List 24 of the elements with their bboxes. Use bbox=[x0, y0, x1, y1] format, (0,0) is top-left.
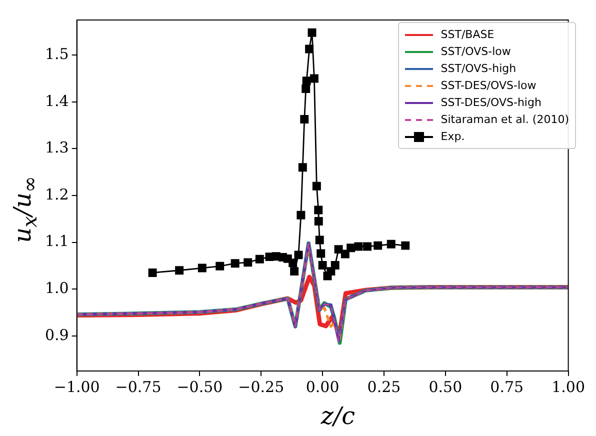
x-tick-label: 0.75 bbox=[490, 378, 524, 396]
x-tick-label: 1.00 bbox=[552, 378, 586, 396]
x-axis-title: z/c bbox=[320, 402, 356, 430]
x-tick-label: −0.75 bbox=[115, 378, 162, 396]
y-tick-label: 1.3 bbox=[44, 138, 69, 157]
x-tick-label: −1.00 bbox=[54, 378, 100, 396]
legend-label: SST-DES/OVS-low bbox=[440, 79, 536, 92]
y-tick-label: 1.4 bbox=[44, 92, 69, 110]
legend-label: Exp. bbox=[440, 130, 465, 143]
legend-label: SST-DES/OVS-high bbox=[440, 96, 542, 109]
y-tick-label: 0.9 bbox=[44, 326, 69, 344]
y-tick-label: 1.2 bbox=[44, 185, 69, 204]
y-tick-label: 1.5 bbox=[44, 44, 69, 63]
legend-label: Sitaraman et al. (2010) bbox=[440, 113, 569, 126]
x-tick-label: 0.00 bbox=[306, 378, 340, 396]
legend-label: SST/OVS-low bbox=[440, 45, 511, 58]
y-tick-label: 1.1 bbox=[44, 232, 69, 250]
legend-label: SST/BASE bbox=[440, 28, 494, 41]
x-tick-label: −0.50 bbox=[176, 378, 223, 396]
x-tick-label: −0.25 bbox=[238, 378, 284, 396]
x-tick-label: 0.50 bbox=[428, 378, 462, 396]
y-tick-label: 1.0 bbox=[44, 278, 69, 297]
x-tick-label: 0.25 bbox=[367, 378, 401, 396]
legend-label: SST/OVS-high bbox=[440, 62, 516, 75]
